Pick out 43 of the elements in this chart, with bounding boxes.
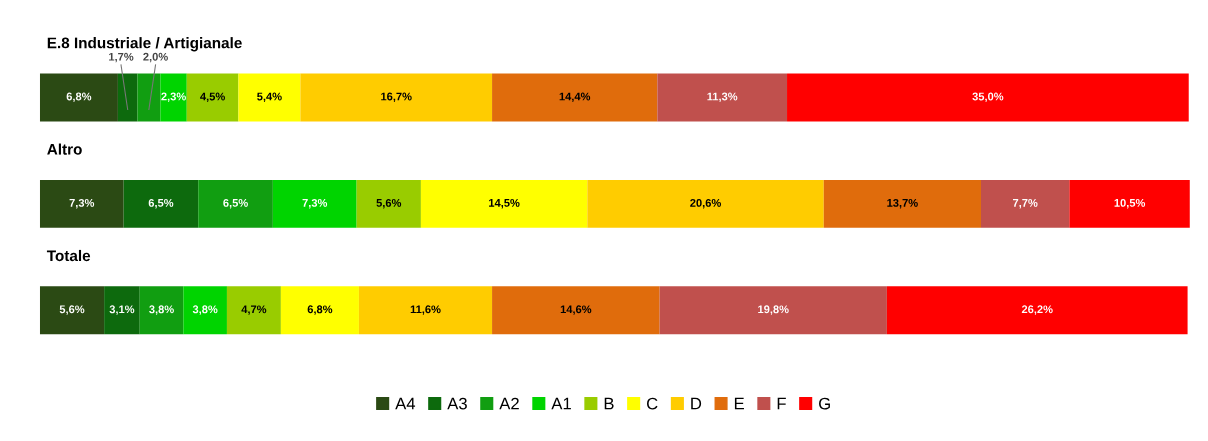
legend-label: G (819, 397, 830, 410)
data-label: 7,7% (1013, 198, 1038, 209)
data-label: 10,5% (1114, 198, 1146, 209)
data-label: 14,6% (560, 305, 592, 315)
data-label: 5,6% (59, 305, 85, 315)
data-label: 6,5% (223, 198, 248, 209)
data-label: 6,8% (307, 305, 333, 315)
legend-label: B (604, 397, 614, 410)
data-label: 5,6% (376, 198, 402, 209)
data-label: 11,3% (707, 92, 738, 103)
y-tick-label: Totale (46, 249, 91, 262)
data-label: 20,6% (690, 198, 721, 209)
legend-label: C (647, 397, 658, 410)
data-label: 3,1% (109, 305, 135, 315)
legend-label: A4 (395, 397, 416, 410)
data-label: 13,7% (887, 198, 918, 209)
legend-label: A2 (499, 397, 519, 410)
data-label: 7,3% (302, 198, 328, 209)
data-label: 2,3% (161, 92, 186, 103)
data-label: 6,5% (148, 198, 174, 209)
data-label: 2,0% (143, 52, 168, 63)
data-label: 16,7% (381, 92, 412, 103)
data-label: 14,5% (489, 198, 520, 209)
data-label: 14,4% (559, 92, 591, 103)
data-label: 19,8% (758, 305, 789, 315)
data-label: 3,8% (149, 305, 174, 315)
data-label: 26,2% (1021, 305, 1053, 315)
y-tick-label: E.8 Industriale / Artigianale (47, 37, 242, 52)
data-label: 35,0% (972, 92, 1004, 103)
legend-label: A3 (447, 397, 467, 410)
data-label: 11,6% (410, 305, 441, 315)
data-label: 5,4% (257, 92, 282, 103)
legend-label: A1 (551, 397, 571, 410)
data-label: 1,7% (109, 52, 134, 63)
y-tick-label: Altro (47, 143, 82, 155)
data-label: 4,5% (200, 92, 225, 103)
data-label: 7,3% (69, 198, 95, 209)
data-label: 3,8% (192, 305, 218, 315)
data-label: 4,7% (241, 305, 267, 315)
legend-label: D (691, 397, 702, 410)
legend-label: E (734, 397, 744, 410)
data-label: 6,8% (66, 92, 92, 103)
legend-label: F (777, 397, 786, 410)
